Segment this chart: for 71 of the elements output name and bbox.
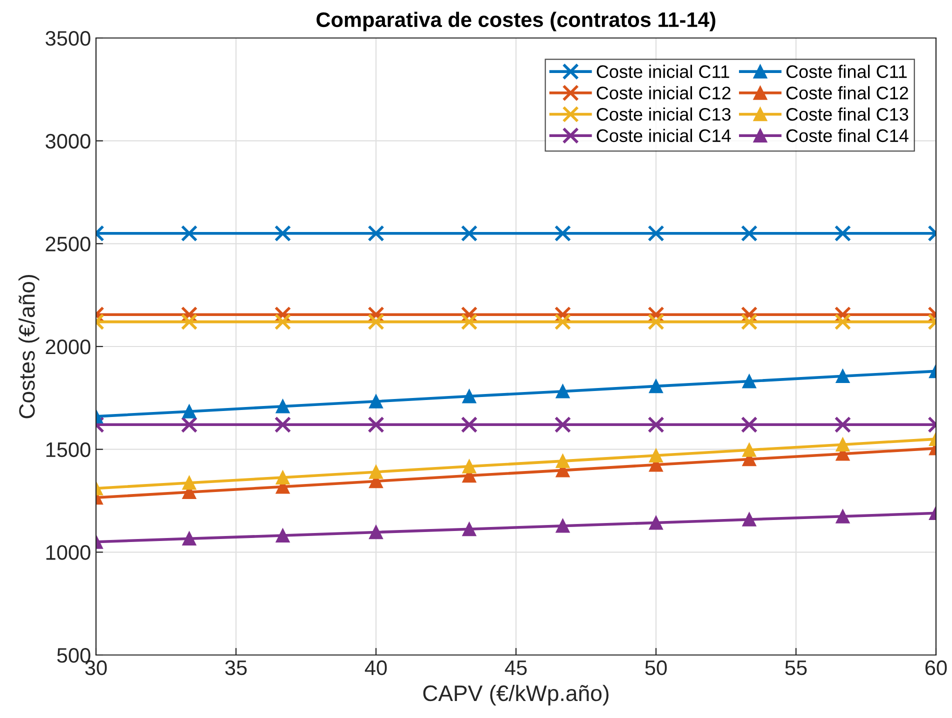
point xyxy=(368,225,384,242)
x-tick-label: 40 xyxy=(364,660,387,676)
point xyxy=(834,225,852,242)
point xyxy=(649,379,663,394)
y-tick-label: 3500 xyxy=(46,31,90,46)
point xyxy=(556,518,570,533)
point xyxy=(460,416,478,433)
legend-label: Coste final C13 xyxy=(786,107,908,121)
point xyxy=(462,522,476,536)
point xyxy=(180,416,198,433)
legend-label: Coste final C12 xyxy=(786,86,908,100)
point xyxy=(556,384,570,398)
point xyxy=(369,525,383,540)
x-tick-label: 55 xyxy=(785,660,807,676)
point xyxy=(740,225,758,242)
y-axis-title: Costes (€/año) xyxy=(18,275,40,418)
point xyxy=(649,516,663,530)
point xyxy=(274,225,292,242)
point xyxy=(369,394,383,408)
y-tick-label: 1500 xyxy=(46,442,90,458)
point xyxy=(554,313,572,330)
point xyxy=(742,374,756,388)
legend-label: Coste final C14 xyxy=(786,128,908,142)
point xyxy=(742,443,756,457)
point xyxy=(182,476,196,490)
point xyxy=(276,528,290,542)
point xyxy=(274,416,292,433)
y-tick-label: 3000 xyxy=(46,134,90,149)
legend-label: Coste inicial C11 xyxy=(596,64,730,78)
point xyxy=(462,389,476,404)
point xyxy=(180,225,198,242)
y-tick-label: 1000 xyxy=(46,545,90,560)
point xyxy=(836,438,850,452)
point xyxy=(740,416,758,433)
point xyxy=(368,313,384,330)
point xyxy=(836,369,850,384)
x-tick-label: 45 xyxy=(504,660,527,676)
point xyxy=(554,225,572,242)
point xyxy=(834,416,852,433)
point xyxy=(834,313,852,330)
point xyxy=(182,404,196,418)
point xyxy=(648,313,664,330)
y-tick-label: 2000 xyxy=(46,340,90,354)
point xyxy=(648,416,664,433)
x-axis-title: CAPV (€/kWp.año) xyxy=(423,684,608,706)
x-tick-label: 35 xyxy=(225,660,247,676)
point xyxy=(742,512,756,526)
legend-label: Coste inicial C14 xyxy=(596,128,731,142)
point xyxy=(648,225,664,242)
y-tick-label: 2500 xyxy=(46,236,90,252)
legend-label: Coste final C11 xyxy=(786,64,907,78)
point xyxy=(460,225,478,242)
point xyxy=(649,448,663,462)
legend-label: Coste inicial C13 xyxy=(596,107,731,121)
x-tick-label: 60 xyxy=(925,660,947,676)
point xyxy=(274,313,292,330)
point xyxy=(740,313,758,330)
point xyxy=(554,416,572,433)
x-tick-label: 50 xyxy=(645,660,667,676)
point xyxy=(182,532,196,546)
point xyxy=(368,416,384,433)
point xyxy=(369,465,383,479)
chart-title: Comparativa de costes (contratos 11-14) xyxy=(316,12,716,32)
point xyxy=(556,454,570,468)
legend-label: Coste inicial C12 xyxy=(596,86,730,100)
point xyxy=(276,470,290,484)
point xyxy=(276,399,290,414)
point xyxy=(462,459,476,474)
point xyxy=(460,313,478,330)
point xyxy=(836,509,850,524)
point xyxy=(180,313,198,330)
